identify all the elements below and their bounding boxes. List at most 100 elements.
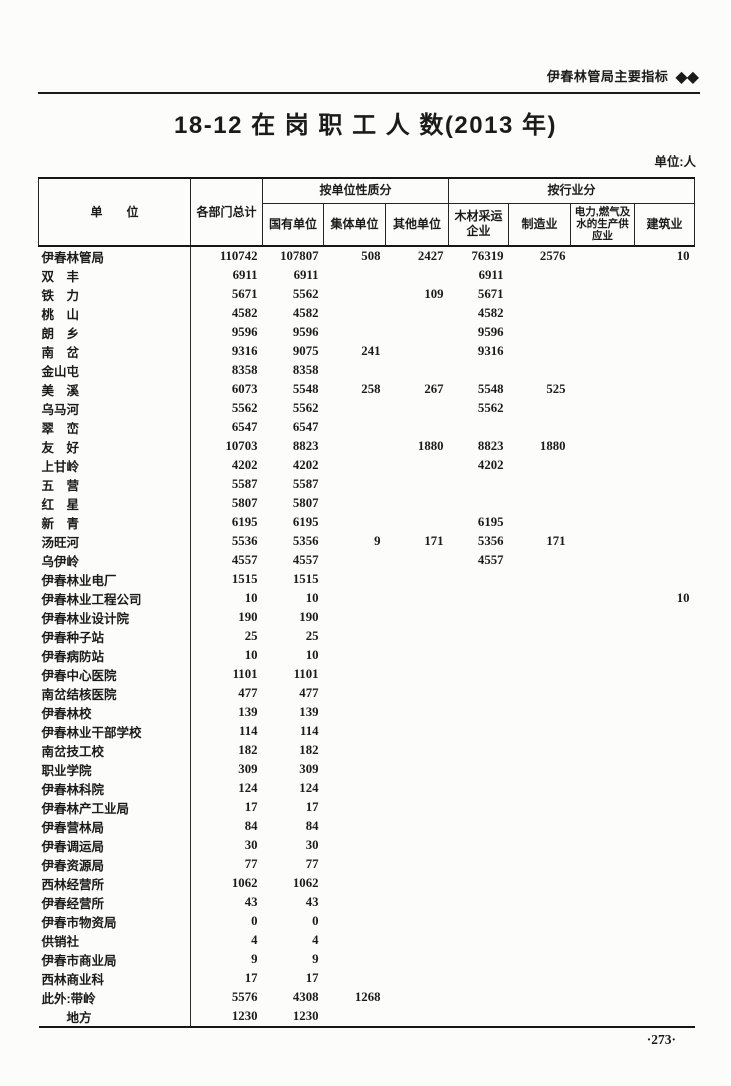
cell-value	[635, 836, 695, 855]
cell-value: 76319	[471, 249, 504, 263]
cell-value: 309	[238, 762, 258, 776]
cell-value	[449, 361, 509, 380]
cell-value: 109	[424, 287, 444, 301]
cell-value	[509, 931, 571, 950]
cell-value: 5536	[231, 534, 258, 548]
table-row: 南岔技工校 182 182	[38, 741, 695, 760]
cell-value	[635, 817, 695, 836]
cell-value	[449, 912, 509, 931]
cell-value: 4557	[477, 553, 504, 567]
table-row: 西林经营所 1062 1062	[38, 874, 695, 893]
cell-value	[571, 760, 635, 779]
cell-value	[571, 931, 635, 950]
cell-value	[571, 855, 635, 874]
cell-value	[324, 703, 386, 722]
cell-value: 9596	[292, 325, 319, 339]
cell-value: 4	[251, 933, 258, 947]
row-label: 伊春种子站	[38, 627, 191, 646]
cell-value: 182	[299, 743, 319, 757]
cell-value	[449, 950, 509, 969]
cell-value: 2576	[539, 249, 566, 263]
cell-value: 5587	[231, 477, 258, 491]
cell-value: 1062	[292, 876, 319, 890]
table-row: 伊春市物资局 0 0	[38, 912, 695, 931]
cell-value: 8358	[292, 363, 319, 377]
row-label: 伊春林产工业局	[38, 798, 191, 817]
cell-value	[571, 399, 635, 418]
table-row: 红 星 5807 5807	[38, 494, 695, 513]
table-row: 地方 1230 1230	[38, 1007, 695, 1027]
table-row: 伊春林业设计院 190 190	[38, 608, 695, 627]
page-number: ·273·	[646, 1032, 676, 1047]
cell-value	[324, 399, 386, 418]
cell-value	[635, 874, 695, 893]
cell-value	[449, 627, 509, 646]
cell-value	[635, 608, 695, 627]
col-header-unit: 单 位	[38, 178, 191, 247]
cell-value: 4582	[477, 306, 504, 320]
cell-value	[635, 1007, 695, 1027]
cell-value: 10	[676, 591, 690, 605]
cell-value	[635, 570, 695, 589]
row-label: 伊春林校	[38, 703, 191, 722]
cell-value	[571, 246, 635, 266]
cell-value: 10	[305, 648, 319, 662]
row-label: 南岔结核医院	[38, 684, 191, 703]
row-label: 双 丰	[38, 266, 191, 285]
cell-value	[509, 703, 571, 722]
cell-value: 139	[238, 705, 258, 719]
cell-value	[386, 323, 449, 342]
cell-value	[635, 988, 695, 1007]
cell-value	[635, 323, 695, 342]
cell-value	[509, 456, 571, 475]
cell-value: 5356	[477, 534, 504, 548]
table-row: 美 溪 6073 5548 258 267 5548 525	[38, 380, 695, 399]
table-row: 翠 峦 6547 6547	[38, 418, 695, 437]
cell-value	[386, 342, 449, 361]
cell-value	[324, 741, 386, 760]
cell-value	[386, 646, 449, 665]
table-row: 此外:带岭 5576 4308 1268	[38, 988, 695, 1007]
cell-value	[635, 931, 695, 950]
cell-value	[635, 893, 695, 912]
cell-value: 5671	[477, 287, 504, 301]
cell-value	[509, 399, 571, 418]
cell-value: 10	[676, 249, 690, 263]
cell-value	[635, 456, 695, 475]
row-label: 伊春市商业局	[38, 950, 191, 969]
cell-value	[635, 475, 695, 494]
cell-value: 6073	[231, 382, 258, 396]
cell-value	[386, 855, 449, 874]
table-row: 双 丰 6911 6911 6911	[38, 266, 695, 285]
table-row: 伊春林产工业局 17 17	[38, 798, 695, 817]
row-label: 伊春林业工程公司	[38, 589, 191, 608]
cell-value	[571, 456, 635, 475]
cell-value	[386, 475, 449, 494]
cell-value	[571, 570, 635, 589]
cell-value: 25	[244, 629, 258, 643]
cell-value: 1515	[231, 572, 258, 586]
cell-value	[324, 931, 386, 950]
row-label: 职业学院	[38, 760, 191, 779]
col-header-state-owned: 国有单位	[262, 203, 324, 247]
cell-value	[571, 380, 635, 399]
cell-value	[386, 741, 449, 760]
cell-value: 171	[424, 534, 444, 548]
statistics-table: 单 位 各部门总计 按单位性质分 按行业分 国有单位 集体单位 其他单位 木材采…	[38, 177, 696, 1028]
cell-value	[324, 646, 386, 665]
row-label: 桃 山	[38, 304, 191, 323]
cell-value	[386, 931, 449, 950]
row-label: 伊春林管局	[38, 246, 191, 266]
table-row: 五 营 5587 5587	[38, 475, 695, 494]
cell-value	[571, 836, 635, 855]
cell-value	[509, 779, 571, 798]
cell-value	[571, 722, 635, 741]
row-label: 伊春林科院	[38, 779, 191, 798]
cell-value: 4582	[231, 306, 258, 320]
cell-value	[509, 855, 571, 874]
cell-value	[449, 760, 509, 779]
cell-value	[635, 665, 695, 684]
cell-value: 9	[312, 952, 319, 966]
cell-value: 171	[546, 534, 566, 548]
table-row: 南岔结核医院 477 477	[38, 684, 695, 703]
